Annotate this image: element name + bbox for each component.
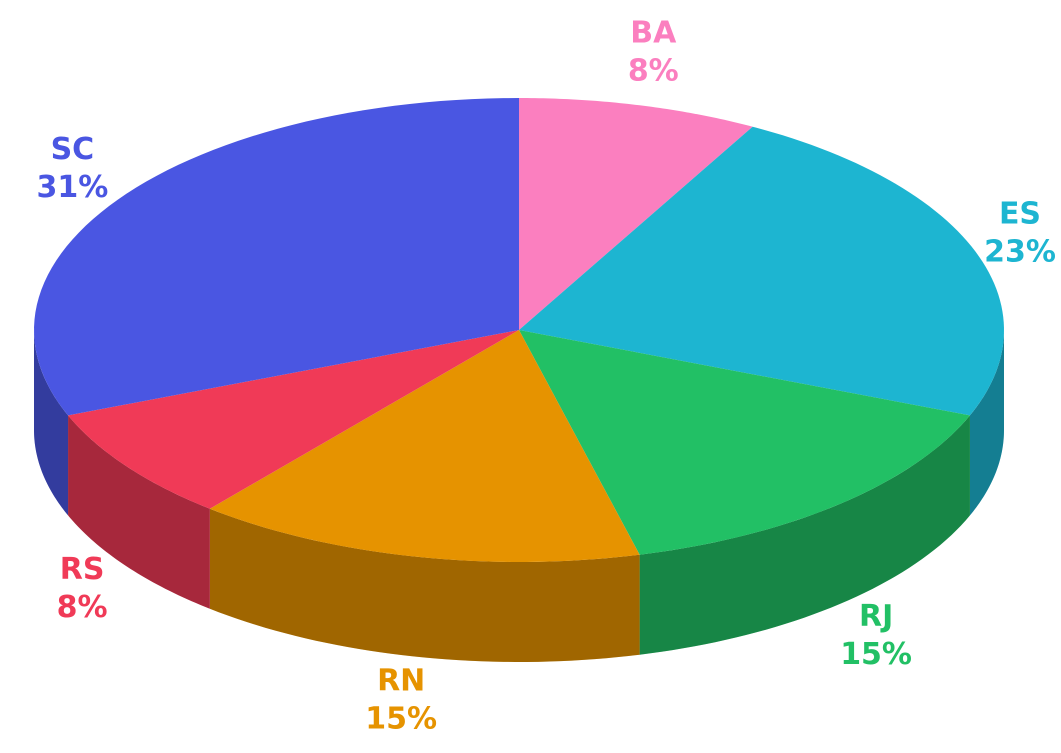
value-label: 15% [365, 702, 437, 737]
category-label: RJ [859, 599, 893, 634]
value-label: 8% [57, 590, 108, 625]
value-label: 31% [36, 170, 108, 205]
category-label: SC [51, 132, 95, 167]
slice [519, 98, 753, 330]
slice [519, 330, 970, 555]
slice-side-shade [68, 415, 210, 609]
value-label: 8% [628, 54, 679, 89]
slice-side [209, 508, 640, 662]
slice [209, 330, 640, 562]
category-label: BA [630, 16, 677, 51]
tops [34, 98, 1004, 562]
slice-side [969, 330, 1004, 516]
slice-side-shade [969, 330, 1004, 516]
slice [68, 330, 519, 509]
slice-side [639, 415, 970, 655]
value-label: 23% [984, 234, 1056, 269]
category-label: RS [60, 552, 105, 587]
slice-side-shade [34, 330, 69, 516]
slice-side [34, 330, 69, 516]
sides [34, 330, 1004, 662]
slice [34, 98, 519, 416]
slice-side-shade [209, 508, 640, 662]
slice [519, 126, 1004, 416]
category-label: RN [377, 664, 425, 699]
slice-side [68, 415, 210, 609]
slice-side-shade [639, 415, 970, 655]
value-label: 15% [840, 637, 912, 672]
category-label: ES [999, 196, 1041, 231]
